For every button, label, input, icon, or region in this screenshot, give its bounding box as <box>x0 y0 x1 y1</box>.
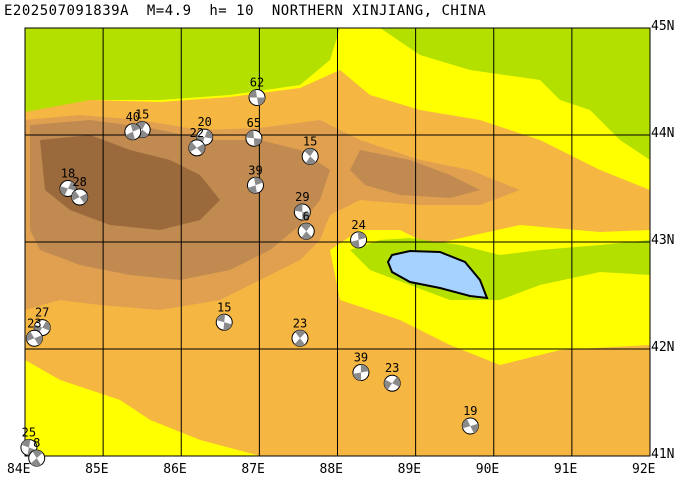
depth-label: 25 <box>22 425 36 439</box>
terrain-peaks-east <box>350 150 480 198</box>
beachball-compression <box>135 121 149 138</box>
depth-label: 23 <box>293 316 307 330</box>
focal-mechanism[interactable]: 40 <box>124 110 142 141</box>
depth-label: 27 <box>35 306 49 320</box>
lake-shape <box>386 249 489 300</box>
depth-label: 15 <box>303 134 317 148</box>
beachball-compression <box>304 148 317 165</box>
terrain-lowland-northeast <box>380 28 650 160</box>
depth-label: 15 <box>135 108 149 122</box>
lat-label: 43N <box>651 233 675 248</box>
focal-mechanism[interactable]: 39 <box>246 163 264 194</box>
depth-label: 23 <box>385 361 399 375</box>
depth-label: 29 <box>295 190 309 204</box>
depth-label: 65 <box>247 116 261 130</box>
depth-label: 28 <box>72 175 86 189</box>
focal-mechanism[interactable]: 39 <box>352 351 370 382</box>
focal-mechanism[interactable]: 23 <box>291 316 309 347</box>
lon-label: 92E <box>632 462 656 477</box>
beachball-compression <box>462 418 479 434</box>
lat-label: 45N <box>651 19 675 34</box>
lon-label: 91E <box>553 462 578 477</box>
depth-label: 40 <box>126 110 140 124</box>
lon-label: 87E <box>241 462 265 477</box>
depth-label: 39 <box>248 163 262 177</box>
lon-label: 84E <box>7 462 31 477</box>
beachball-compression <box>247 177 263 194</box>
beachball-compression <box>59 181 76 196</box>
focal-mechanism[interactable]: 28 <box>71 175 89 206</box>
focal-mechanism[interactable]: 65 <box>245 116 263 147</box>
focal-mechanism[interactable]: 24 <box>350 218 368 249</box>
depth-label: 39 <box>354 351 368 365</box>
depth-label: 24 <box>351 218 365 232</box>
depth-label: 19 <box>463 404 477 418</box>
beachball-compression <box>300 223 312 240</box>
depth-label: 23 <box>27 316 41 330</box>
depth-label: 15 <box>217 300 231 314</box>
terrain-lowland-north <box>25 28 340 112</box>
depth-label: 8 <box>33 436 40 450</box>
beachball-compression <box>30 450 43 467</box>
focal-mechanism[interactable]: 18 <box>59 167 77 197</box>
focal-mechanism[interactable]: 15 <box>301 134 319 165</box>
focal-mechanism[interactable]: 8 <box>28 436 46 467</box>
lon-label: 88E <box>319 462 343 477</box>
map-frame <box>24 27 651 457</box>
focal-mechanism[interactable]: 19 <box>461 404 479 435</box>
lon-label: 89E <box>397 462 422 477</box>
lon-label: 86E <box>163 462 187 477</box>
lon-label: 90E <box>475 462 500 477</box>
focal-mechanism[interactable]: 6 <box>297 209 315 240</box>
beachball-compression <box>188 141 205 154</box>
terrain-peaks <box>40 135 220 230</box>
depth-label: 18 <box>61 167 75 181</box>
terrain-yellow-southwest <box>25 360 260 456</box>
focal-mechanism[interactable]: 22 <box>188 126 206 157</box>
focal-mechanism[interactable]: 23 <box>25 316 43 347</box>
depth-label: 20 <box>197 115 211 129</box>
lat-label: 44N <box>651 126 675 141</box>
depth-label: 22 <box>190 126 204 140</box>
lat-label: 41N <box>651 447 675 462</box>
focal-mechanism[interactable]: 29 <box>293 190 311 221</box>
focal-mechanism[interactable]: 62 <box>248 76 266 107</box>
beachball-compression <box>294 204 311 221</box>
beachball-compression <box>353 364 369 381</box>
lat-label: 42N <box>651 340 675 355</box>
depth-label: 62 <box>250 76 264 90</box>
map-title: E202507091839A M=4.9 h= 10 NORTHERN XINJ… <box>4 3 487 19</box>
beachball-compression <box>350 231 367 248</box>
beachball-compression <box>294 330 306 347</box>
beachball-compression <box>245 130 262 147</box>
beachball-compression <box>249 89 266 106</box>
beachball-compression <box>125 123 141 140</box>
focal-mechanism[interactable]: 15 <box>215 300 233 331</box>
focal-mechanism[interactable]: 23 <box>383 361 401 392</box>
depth-label: 6 <box>303 209 310 223</box>
beachball-compression <box>384 376 401 390</box>
beachball-compression <box>216 314 232 331</box>
lon-label: 85E <box>85 462 109 477</box>
focal-mechanism[interactable]: 15 <box>133 108 151 139</box>
beachball-compression <box>26 331 43 346</box>
beachball-compression <box>71 190 88 204</box>
